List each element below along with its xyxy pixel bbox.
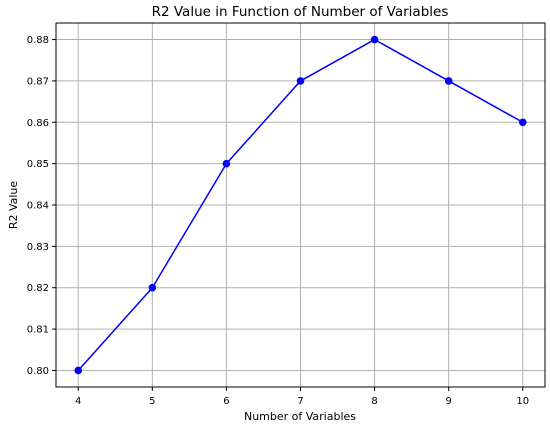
- y-tick-label: 0.80: [27, 366, 49, 377]
- data-point: [444, 77, 453, 85]
- x-axis: 4 5 6 7 8 9 10: [75, 387, 529, 407]
- x-axis-label: Number of Variables: [244, 410, 356, 423]
- x-tick-label: 5: [149, 396, 155, 407]
- x-tick-label: 4: [75, 396, 81, 407]
- data-point: [74, 366, 83, 375]
- y-tick-label: 0.81: [27, 325, 49, 336]
- x-tick-label: 8: [371, 396, 377, 407]
- y-tick-label: 0.88: [27, 35, 49, 46]
- y-tick-label: 0.82: [27, 283, 49, 294]
- chart-title: R2 Value in Function of Number of Variab…: [152, 4, 449, 20]
- data-point: [148, 283, 157, 292]
- plot-area: [55, 22, 546, 388]
- x-tick-label: 7: [297, 396, 303, 407]
- y-axis: 0.80 0.81 0.82 0.83 0.84 0.85 0.86 0.87 0.88: [27, 35, 56, 377]
- y-tick-label: 0.83: [27, 242, 49, 253]
- y-tick-label: 0.87: [27, 76, 49, 87]
- y-tick-label: 0.86: [27, 118, 49, 129]
- data-point: [370, 35, 379, 44]
- data-point: [222, 159, 231, 168]
- x-tick-label: 9: [445, 396, 451, 407]
- data-point: [296, 77, 305, 85]
- y-tick-label: 0.85: [27, 159, 49, 170]
- y-axis-label: R2 Value: [7, 181, 20, 230]
- x-tick-label: 6: [223, 396, 229, 407]
- series-layer: [74, 35, 527, 375]
- y-tick-label: 0.84: [27, 201, 49, 212]
- x-tick-label: 10: [516, 396, 529, 407]
- data-point: [518, 118, 527, 127]
